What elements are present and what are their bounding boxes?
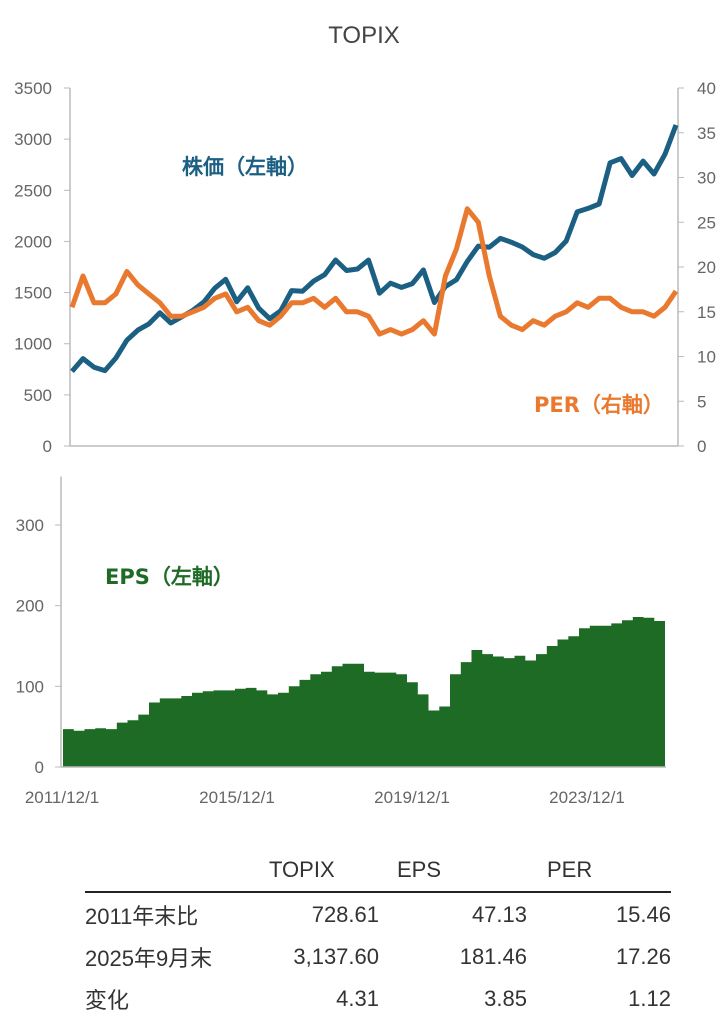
- left-tick-label: 1000: [14, 335, 52, 354]
- left-tick-label: 2500: [14, 181, 52, 200]
- right-tick-label: 20: [697, 258, 716, 277]
- right-tick-label: 10: [697, 348, 716, 367]
- table-header-row: TOPIX EPS PER: [85, 855, 671, 893]
- legend-per: PER（右軸）: [534, 393, 664, 417]
- left-tick-label: 3500: [14, 79, 52, 98]
- cell-value: 15.46: [615, 902, 671, 927]
- left-tick-label: 3000: [14, 130, 52, 149]
- cell-value: 47.13: [471, 902, 527, 927]
- x-tick-label: 2023/12/1: [549, 788, 625, 807]
- row-label: 変化: [85, 988, 130, 1013]
- summary-table: TOPIX EPS PER 2011年末比 728.61 47.13 15.46 202…: [85, 855, 671, 1019]
- table-row: 変化 4.31 3.85 1.12: [85, 977, 671, 1019]
- cell-value: 4.31: [336, 986, 379, 1011]
- cell-value: 3.85: [484, 986, 527, 1011]
- left-tick-label: 1500: [14, 284, 52, 303]
- cell-value: 181.46: [459, 944, 527, 969]
- left-tick-label: 2000: [14, 232, 52, 251]
- cell-value: 1.12: [628, 986, 671, 1011]
- right-tick-label: 25: [697, 213, 716, 232]
- table-header: EPS: [379, 855, 527, 893]
- table-header: PER: [527, 855, 671, 893]
- right-tick-label: 15: [697, 303, 716, 322]
- eps-tick-label: 200: [16, 597, 44, 616]
- x-tick-label: 2019/12/1: [374, 788, 450, 807]
- legend-price: 株価（左軸）: [182, 155, 308, 179]
- eps-tick-label: 0: [35, 758, 44, 777]
- table-header: [85, 855, 263, 893]
- right-tick-label: 30: [697, 169, 716, 188]
- right-tick-label: 5: [697, 392, 706, 411]
- eps-tick-label: 300: [16, 516, 44, 535]
- eps-tick-label: 100: [16, 677, 44, 696]
- topix-price-line: [70, 124, 679, 374]
- per-line: [69, 206, 679, 337]
- table-row: 2011年末比 728.61 47.13 15.46: [85, 892, 671, 935]
- table-header: TOPIX: [263, 855, 379, 893]
- right-tick-label: 0: [697, 437, 706, 456]
- table-row: 2025年9月末 3,137.60 181.46 17.26: [85, 935, 671, 977]
- x-tick-label: 2015/12/1: [199, 788, 275, 807]
- cell-value: 3,137.60: [293, 944, 379, 969]
- chart-title: TOPIX: [328, 22, 400, 49]
- eps-area: [63, 617, 665, 767]
- row-label: 2025年9月末: [85, 946, 213, 971]
- left-tick-label: 0: [43, 437, 52, 456]
- chart-canvas: 0500100015002000250030003500051015202530…: [14, 79, 716, 807]
- row-label: 2011年末比: [85, 904, 199, 929]
- cell-value: 17.26: [615, 944, 671, 969]
- x-tick-label: 2011/12/1: [25, 788, 99, 807]
- right-tick-label: 35: [697, 124, 716, 143]
- right-tick-label: 40: [697, 79, 716, 98]
- legend-eps: EPS（左軸）: [105, 565, 234, 589]
- cell-value: 728.61: [311, 902, 379, 927]
- left-tick-label: 500: [24, 386, 52, 405]
